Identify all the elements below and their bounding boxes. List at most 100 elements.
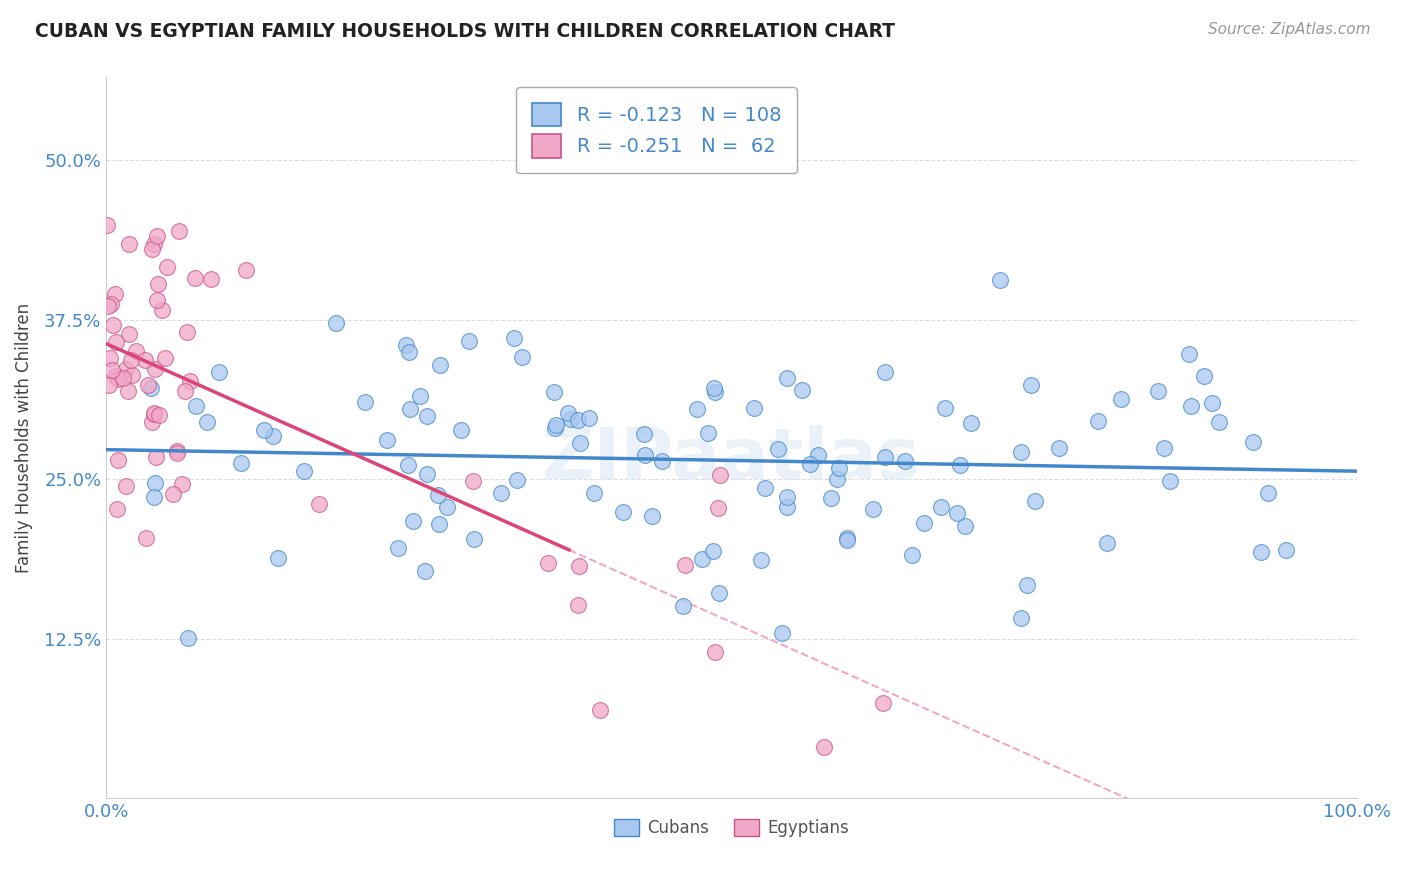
Point: [427, 516, 450, 531]
Point: [1087, 414, 1109, 428]
Point: [510, 350, 533, 364]
Point: [416, 409, 439, 423]
Point: [117, 237, 139, 252]
Point: [873, 365, 896, 379]
Point: [413, 564, 436, 578]
Point: [673, 558, 696, 573]
Y-axis label: Family Households with Children: Family Households with Children: [15, 302, 32, 573]
Point: [690, 552, 713, 566]
Point: [696, 425, 718, 440]
Point: [1019, 377, 1042, 392]
Legend: Cubans, Egyptians: Cubans, Egyptians: [607, 813, 856, 844]
Point: [1178, 346, 1201, 360]
Point: [235, 262, 257, 277]
Point: [387, 541, 409, 556]
Point: [436, 500, 458, 514]
Point: [776, 500, 799, 515]
Point: [872, 696, 894, 710]
Point: [651, 454, 673, 468]
Point: [641, 509, 664, 524]
Point: [506, 474, 529, 488]
Point: [105, 501, 128, 516]
Point: [543, 384, 565, 399]
Point: [105, 335, 128, 350]
Point: [152, 302, 174, 317]
Text: CUBAN VS EGYPTIAN FAMILY HOUSEHOLDS WITH CHILDREN CORRELATION CHART: CUBAN VS EGYPTIAN FAMILY HOUSEHOLDS WITH…: [35, 22, 896, 41]
Point: [142, 491, 165, 505]
Point: [429, 358, 451, 372]
Point: [862, 502, 884, 516]
Point: [837, 531, 859, 545]
Point: [115, 362, 138, 376]
Point: [875, 450, 897, 464]
Point: [458, 334, 481, 348]
Point: [145, 293, 167, 307]
Point: [946, 506, 969, 520]
Point: [799, 458, 821, 472]
Point: [1180, 400, 1202, 414]
Point: [124, 343, 146, 358]
Point: [142, 237, 165, 252]
Point: [825, 472, 848, 486]
Point: [375, 434, 398, 448]
Point: [578, 411, 600, 425]
Point: [934, 401, 956, 415]
Point: [134, 352, 156, 367]
Point: [143, 406, 166, 420]
Point: [702, 544, 724, 558]
Point: [262, 429, 284, 443]
Point: [184, 270, 207, 285]
Point: [208, 365, 231, 379]
Point: [686, 401, 709, 416]
Point: [742, 401, 765, 415]
Point: [949, 458, 972, 472]
Point: [709, 467, 731, 482]
Point: [754, 481, 776, 495]
Point: [398, 344, 420, 359]
Point: [107, 372, 129, 386]
Point: [402, 514, 425, 528]
Point: [1147, 384, 1170, 398]
Point: [929, 500, 952, 515]
Point: [416, 467, 439, 482]
Point: [141, 242, 163, 256]
Point: [142, 408, 165, 422]
Point: [1109, 392, 1132, 406]
Point: [162, 487, 184, 501]
Point: [820, 491, 842, 505]
Text: Source: ZipAtlas.com: Source: ZipAtlas.com: [1208, 22, 1371, 37]
Point: [1047, 441, 1070, 455]
Point: [703, 381, 725, 395]
Point: [325, 317, 347, 331]
Point: [155, 351, 177, 365]
Point: [1015, 578, 1038, 592]
Text: ZIPaatlas: ZIPaatlas: [543, 425, 921, 494]
Point: [567, 599, 589, 613]
Point: [463, 532, 485, 546]
Point: [1257, 485, 1279, 500]
Point: [98, 351, 121, 365]
Point: [537, 557, 560, 571]
Point: [1250, 545, 1272, 559]
Point: [136, 378, 159, 392]
Point: [176, 325, 198, 339]
Point: [121, 368, 143, 383]
Point: [100, 297, 122, 311]
Point: [141, 381, 163, 395]
Point: [807, 449, 830, 463]
Point: [835, 533, 858, 547]
Point: [633, 427, 655, 442]
Point: [101, 362, 124, 376]
Point: [200, 272, 222, 286]
Point: [396, 458, 419, 473]
Point: [1159, 474, 1181, 488]
Point: [173, 384, 195, 398]
Point: [544, 418, 567, 433]
Point: [103, 318, 125, 332]
Point: [146, 277, 169, 292]
Point: [97, 299, 120, 313]
Point: [156, 260, 179, 274]
Point: [912, 516, 935, 531]
Point: [1024, 493, 1046, 508]
Point: [489, 486, 512, 500]
